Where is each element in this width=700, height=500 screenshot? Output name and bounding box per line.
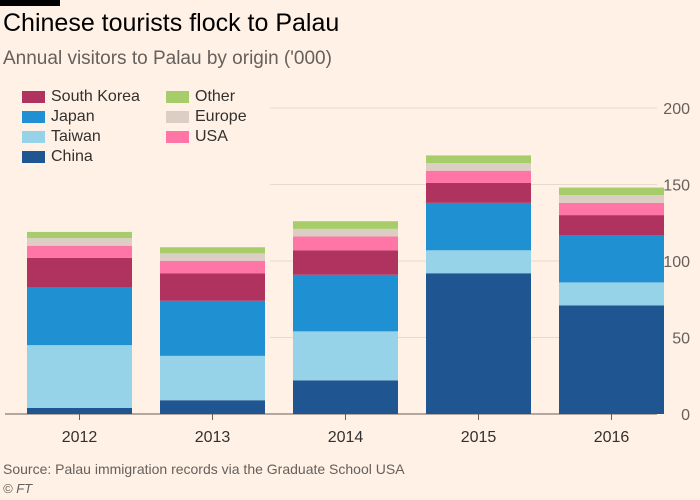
legend-item: Other xyxy=(166,88,235,106)
chart-title: Chinese tourists flock to Palau xyxy=(3,9,340,37)
bar-segment-other xyxy=(293,221,398,229)
legend-label: Europe xyxy=(195,108,247,125)
bar-segment-japan xyxy=(426,202,531,251)
bar-segment-usa xyxy=(426,170,531,183)
bar-segment-usa xyxy=(160,261,265,274)
y-tick-label: 0 xyxy=(681,407,690,424)
bar-segment-europe xyxy=(559,195,664,203)
source-note: Source: Palau immigration records via th… xyxy=(3,461,405,477)
legend-item: USA xyxy=(166,128,228,146)
bar-segment-other xyxy=(27,231,132,239)
y-tick-label: 200 xyxy=(663,101,690,118)
bar-segment-europe xyxy=(426,163,531,171)
x-tick-label: 2014 xyxy=(328,429,364,446)
x-tick-label: 2015 xyxy=(461,429,497,446)
bar-segment-south-korea xyxy=(426,182,531,203)
x-tick-label: 2013 xyxy=(195,429,231,446)
bar-segment-taiwan xyxy=(426,250,531,274)
bar-segment-other xyxy=(160,247,265,254)
bar-segment-china xyxy=(293,380,398,414)
legend-label: Japan xyxy=(51,108,95,125)
bar-segment-usa xyxy=(559,202,664,216)
bar-segment-taiwan xyxy=(160,355,265,401)
bar-segment-japan xyxy=(293,274,398,332)
bar-segment-south-korea xyxy=(27,257,132,288)
ft-top-bar xyxy=(0,0,60,6)
chart-subtitle: Annual visitors to Palau by origin ('000… xyxy=(3,48,332,69)
legend-item: South Korea xyxy=(22,88,140,106)
legend-item: Europe xyxy=(166,108,247,126)
legend-label: Other xyxy=(195,88,236,105)
bar-segment-taiwan xyxy=(27,345,132,408)
legend-swatch xyxy=(22,151,45,163)
legend-label: China xyxy=(51,148,93,165)
bar-segment-usa xyxy=(27,245,132,258)
bar-segment-japan xyxy=(559,234,664,283)
bar-segment-south-korea xyxy=(160,273,265,301)
y-tick-label: 100 xyxy=(663,254,690,271)
bar-segment-south-korea xyxy=(293,250,398,275)
bar-segment-china xyxy=(160,400,265,414)
y-tick-label: 150 xyxy=(663,178,690,195)
legend-item: China xyxy=(22,148,93,166)
bar-segment-south-korea xyxy=(559,215,664,235)
bar-segment-taiwan xyxy=(293,331,398,381)
y-tick-label: 50 xyxy=(672,331,690,348)
legend-swatch xyxy=(166,131,189,143)
legend-swatch xyxy=(22,111,45,123)
legend-label: South Korea xyxy=(51,88,140,105)
bar-segment-other xyxy=(426,155,531,164)
bar-segment-china xyxy=(426,273,531,414)
bar-segment-taiwan xyxy=(559,282,664,306)
legend-swatch xyxy=(22,91,45,103)
legend-swatch xyxy=(22,131,45,143)
legend-item: Taiwan xyxy=(22,128,101,146)
bar-segment-usa xyxy=(293,236,398,251)
bar-segment-china xyxy=(559,305,664,414)
bar-segment-china xyxy=(27,407,132,414)
bar-segment-europe xyxy=(160,253,265,261)
bar-segment-other xyxy=(559,187,664,196)
bar-segment-japan xyxy=(27,287,132,346)
bar-segment-japan xyxy=(160,300,265,356)
bar-segment-europe xyxy=(27,238,132,246)
ft-credit: © FT xyxy=(3,481,33,496)
x-tick-label: 2016 xyxy=(594,429,630,446)
chart-legend: South Korea Other Japan Europe Taiwan USA Chin… xyxy=(22,88,272,168)
legend-label: Taiwan xyxy=(51,128,101,145)
legend-item: Japan xyxy=(22,108,95,126)
bar-segment-europe xyxy=(293,228,398,237)
legend-label: USA xyxy=(195,128,228,145)
x-tick-label: 2012 xyxy=(62,429,98,446)
legend-swatch xyxy=(166,91,189,103)
legend-swatch xyxy=(166,111,189,123)
